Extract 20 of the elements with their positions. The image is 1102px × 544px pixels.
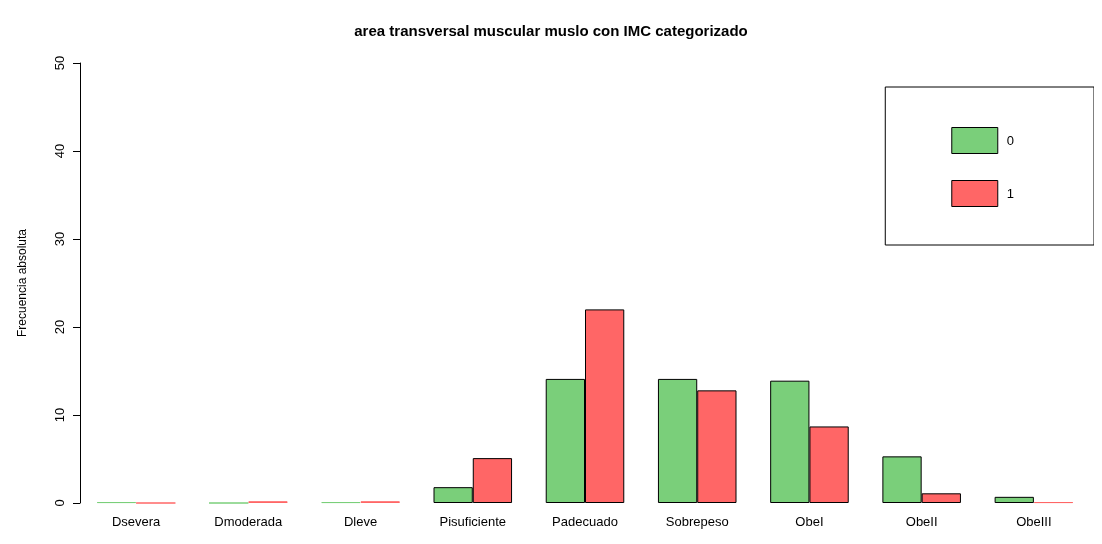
x-tick-label: Dsevera	[111, 514, 162, 529]
y-axis-title: Frecuencia absoluta	[15, 228, 29, 338]
legend-label: 1	[1006, 186, 1014, 201]
legend-label: 0	[1006, 133, 1014, 148]
x-tick-label: Dmoderada	[214, 514, 284, 529]
y-tick-label: 0	[52, 499, 67, 507]
x-tick-label: Dleve	[343, 514, 378, 529]
y-tick-label: 10	[52, 407, 67, 423]
y-tick-label: 30	[52, 231, 67, 247]
y-tick-label: 50	[52, 55, 67, 71]
x-tick-label: ObeIII	[1016, 514, 1052, 529]
x-tick-label: ObeI	[795, 514, 824, 529]
x-tick-label: Sobrepeso	[665, 514, 729, 529]
chart-title: area transversal muscular muslo con IMC categorizado	[354, 22, 748, 39]
x-tick-label: Pisuficiente	[439, 514, 507, 529]
x-tick-label: Padecuado	[552, 514, 618, 529]
y-tick-label: 20	[52, 319, 67, 335]
x-tick-label: ObeII	[905, 514, 938, 529]
bar	[994, 496, 1034, 503]
y-tick-label: 40	[52, 143, 67, 159]
